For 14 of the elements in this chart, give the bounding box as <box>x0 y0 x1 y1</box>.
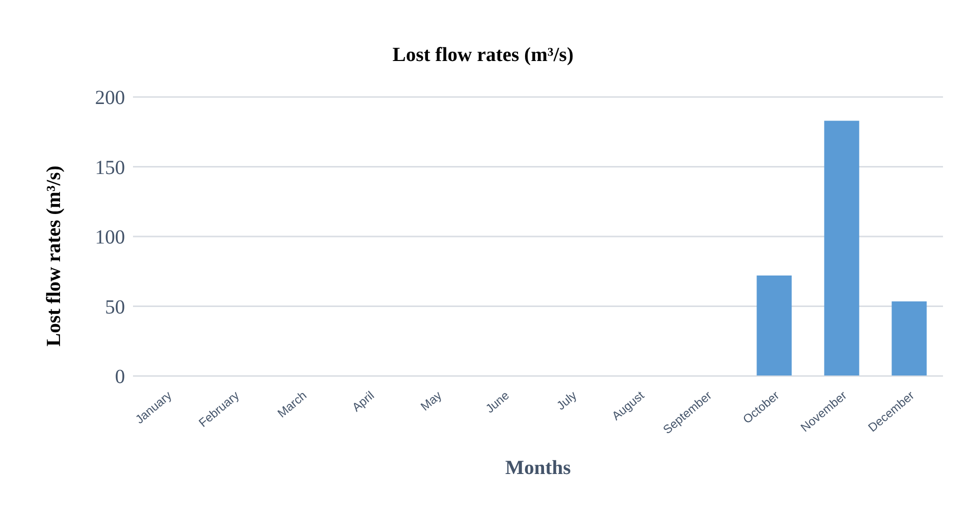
y-axis-title: Lost flow rates (m³/s) <box>43 166 66 346</box>
bar <box>756 276 792 376</box>
x-tick-label: June <box>482 388 512 416</box>
x-axis-title: Months <box>505 457 571 479</box>
y-tick-label: 0 <box>115 366 125 388</box>
x-tick-label: May <box>418 388 444 414</box>
y-tick-label: 100 <box>95 226 125 249</box>
x-tick-label: July <box>554 388 580 413</box>
y-tick-label: 50 <box>105 296 125 318</box>
y-tick-label: 150 <box>95 156 125 179</box>
bar <box>824 120 860 376</box>
chart-title: Lost flow rates (m³/s) <box>392 44 574 67</box>
y-tick-label: 200 <box>95 87 125 110</box>
bar <box>892 301 927 376</box>
